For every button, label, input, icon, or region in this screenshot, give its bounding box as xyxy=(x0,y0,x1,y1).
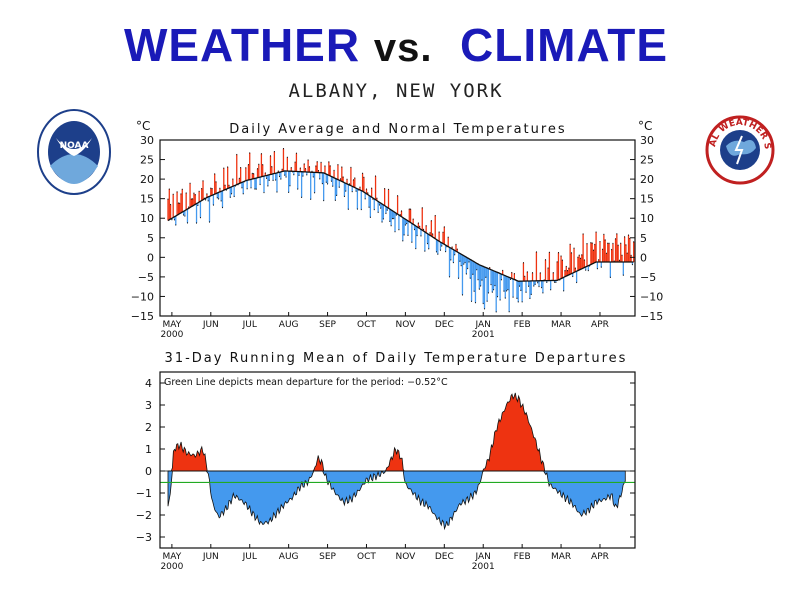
negative-departure-area xyxy=(167,470,626,531)
x-tick-label: DEC xyxy=(435,320,454,330)
y-tick-label-right: 30 xyxy=(640,134,654,147)
x-tick-label: FEB xyxy=(514,320,531,330)
x-tick-label: AUG xyxy=(279,552,299,562)
x-tick-label: JUL xyxy=(242,320,257,330)
y-tick-label-left: 30 xyxy=(140,134,154,147)
y-tick-label-left: −15 xyxy=(131,310,154,323)
y-tick-label: 4 xyxy=(145,377,152,390)
year-label: 2000 xyxy=(160,562,183,572)
page-title: WEATHER vs. CLIMATE xyxy=(123,19,669,71)
chart2-frame xyxy=(159,371,636,549)
x-tick-label: JAN xyxy=(475,320,491,330)
x-tick-label: MAR xyxy=(551,320,571,330)
y-tick-label: 0 xyxy=(145,465,152,478)
y-tick-label-right: 0 xyxy=(640,251,647,264)
y-tick-label: −2 xyxy=(136,509,152,522)
year-label: 2000 xyxy=(160,330,183,340)
y-tick-label-left: 15 xyxy=(140,193,154,206)
chart1-title: Daily Average and Normal Temperatures xyxy=(229,122,566,137)
x-tick-label: NOV xyxy=(395,320,416,330)
x-tick-label: MAR xyxy=(551,552,571,562)
noaa-logo-text: NOAA xyxy=(60,141,89,151)
y-tick-label: 2 xyxy=(145,421,152,434)
y-tick-label-right: 15 xyxy=(640,193,654,206)
location-title: ALBANY, NEW YORK xyxy=(288,80,504,102)
positive-departure-area xyxy=(168,392,626,472)
x-tick-label: JUL xyxy=(242,552,257,562)
y-tick-label: 3 xyxy=(145,399,152,412)
x-tick-label: APR xyxy=(591,320,609,330)
x-tick-label: DEC xyxy=(435,552,454,562)
y-tick-label: −3 xyxy=(136,531,152,544)
y-tick-label-right: 5 xyxy=(640,232,647,245)
y-tick-label-right: 20 xyxy=(640,173,654,186)
y-tick-label-left: 0 xyxy=(147,251,154,264)
x-tick-label: SEP xyxy=(319,552,336,562)
y-tick-label-left: 10 xyxy=(140,212,154,225)
x-tick-label: MAY xyxy=(163,320,182,330)
x-tick-label: NOV xyxy=(395,552,416,562)
y-tick-label-right: −15 xyxy=(640,310,663,323)
x-tick-label: JUN xyxy=(202,320,219,330)
y-tick-label-right: −5 xyxy=(640,271,656,284)
x-tick-label: AUG xyxy=(279,320,299,330)
x-tick-label: MAY xyxy=(163,552,182,562)
chart1-ylabel-right: °C xyxy=(638,119,652,133)
chart2-title: 31-Day Running Mean of Daily Temperature… xyxy=(165,351,628,366)
y-tick-label: −1 xyxy=(136,487,152,500)
normal-temperature-line xyxy=(167,170,634,282)
y-tick-label-left: −10 xyxy=(131,290,154,303)
y-tick-label-left: −5 xyxy=(138,271,154,284)
year-label: 2001 xyxy=(472,330,495,340)
x-tick-label: SEP xyxy=(319,320,336,330)
nws-logo: NATIONAL WEATHER SERVICE xyxy=(704,106,775,185)
y-tick-label-right: −10 xyxy=(640,290,663,303)
x-tick-label: APR xyxy=(591,552,609,562)
x-tick-label: JAN xyxy=(475,552,491,562)
x-tick-label: OCT xyxy=(357,320,376,330)
noaa-logo: NOAA xyxy=(37,109,111,195)
chart1-frame xyxy=(159,139,636,317)
y-tick-label-left: 20 xyxy=(140,173,154,186)
y-tick-label-right: 10 xyxy=(640,212,654,225)
x-tick-label: JUN xyxy=(202,552,219,562)
year-label: 2001 xyxy=(472,562,495,572)
y-tick-label-right: 25 xyxy=(640,154,654,167)
y-tick-label-left: 5 xyxy=(147,232,154,245)
y-tick-label-left: 25 xyxy=(140,154,154,167)
chart1-ylabel-left: °C xyxy=(136,119,150,133)
x-tick-label: FEB xyxy=(514,552,531,562)
y-tick-label: 1 xyxy=(145,443,152,456)
x-tick-label: OCT xyxy=(357,552,376,562)
chart2-annotation: Green Line depicts mean departure for th… xyxy=(164,377,448,388)
